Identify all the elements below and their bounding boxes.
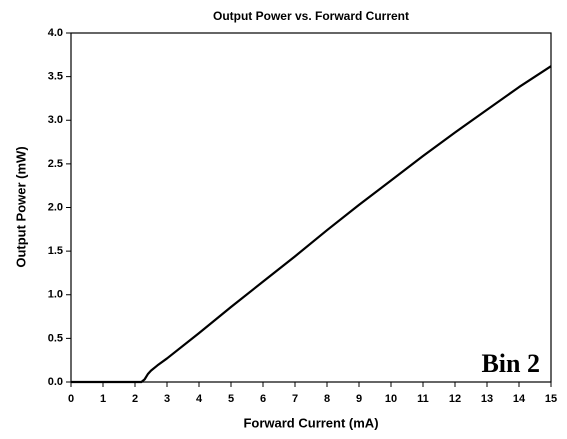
x-tick-label: 4	[196, 393, 203, 405]
annotation: Bin 2	[481, 349, 540, 378]
x-tick-label: 5	[228, 393, 234, 405]
plot-frame	[70, 32, 552, 383]
x-tick-label: 12	[449, 393, 461, 405]
x-tick-label: 3	[164, 393, 170, 405]
y-tick-label: 4.0	[48, 27, 63, 39]
x-tick-label: 7	[292, 393, 298, 405]
y-tick-label: 0.0	[48, 376, 63, 388]
x-tick-label: 2	[132, 393, 138, 405]
x-tick-label: 11	[417, 393, 429, 405]
x-axis-label: Forward Current (mA)	[243, 415, 378, 430]
x-tick-label: 14	[513, 393, 526, 405]
y-tick-label: 1.5	[48, 245, 63, 257]
x-tick-label: 9	[356, 393, 362, 405]
y-tick-label: 3.5	[48, 71, 63, 83]
y-tick-label: 2.0	[48, 201, 63, 213]
x-tick-label: 15	[545, 393, 557, 405]
x-tick-label: 0	[68, 393, 74, 405]
y-tick-label: 1.0	[48, 289, 63, 301]
x-tick-label: 10	[385, 393, 397, 405]
y-tick-label: 0.5	[48, 332, 63, 344]
chart-title: Output Power vs. Forward Current	[213, 9, 409, 23]
y-tick-label: 2.5	[48, 158, 63, 170]
y-axis-label: Output Power (mW)	[13, 146, 28, 267]
x-tick-label: 13	[481, 393, 493, 405]
line	[71, 65, 552, 384]
x-tick-label: 8	[324, 393, 330, 405]
x-tick-label: 1	[100, 393, 106, 405]
x-tick-label: 6	[260, 393, 266, 405]
y-tick-label: 3.0	[48, 114, 63, 126]
